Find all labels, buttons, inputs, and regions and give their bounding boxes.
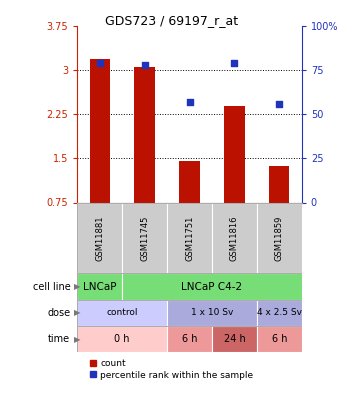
Text: 6 h: 6 h [182, 334, 197, 344]
Legend: count, percentile rank within the sample: count, percentile rank within the sample [89, 359, 253, 379]
Text: GSM11745: GSM11745 [140, 215, 149, 261]
Text: dose: dose [47, 308, 70, 318]
Text: ▶: ▶ [74, 335, 80, 344]
Bar [257, 326, 302, 352]
Bar [212, 202, 257, 273]
Bar [77, 273, 122, 300]
Text: 6 h: 6 h [272, 334, 287, 344]
Point [142, 62, 147, 68]
Text: LNCaP C4-2: LNCaP C4-2 [181, 281, 243, 292]
Point [97, 60, 102, 66]
Text: LNCaP: LNCaP [83, 281, 116, 292]
Bar [122, 273, 302, 300]
Text: GSM11751: GSM11751 [185, 215, 194, 261]
Bar [134, 67, 155, 202]
Text: ▶: ▶ [74, 308, 80, 318]
Bar [212, 326, 257, 352]
Point [187, 99, 192, 105]
Text: 1 x 10 Sv: 1 x 10 Sv [191, 308, 233, 318]
Bar [122, 202, 167, 273]
Point [232, 60, 237, 66]
Text: 24 h: 24 h [224, 334, 245, 344]
Text: ▶: ▶ [74, 282, 80, 291]
Bar [179, 161, 200, 202]
Bar [257, 202, 302, 273]
Bar [167, 300, 257, 326]
Text: 0 h: 0 h [114, 334, 130, 344]
Point [276, 100, 282, 107]
Bar [77, 300, 167, 326]
Text: control: control [106, 308, 138, 318]
Bar [167, 202, 212, 273]
Text: GDS723 / 69197_r_at: GDS723 / 69197_r_at [105, 14, 238, 27]
Text: cell line: cell line [33, 281, 70, 292]
Bar [77, 202, 122, 273]
Text: 4 x 2.5 Sv: 4 x 2.5 Sv [257, 308, 302, 318]
Bar [90, 59, 110, 202]
Text: GSM11881: GSM11881 [95, 215, 104, 261]
Bar [77, 326, 167, 352]
Bar [167, 326, 212, 352]
Text: GSM11859: GSM11859 [275, 215, 284, 261]
Bar [224, 106, 245, 202]
Text: time: time [48, 334, 70, 344]
Text: GSM11816: GSM11816 [230, 215, 239, 261]
Bar [269, 166, 289, 202]
Bar [257, 300, 302, 326]
